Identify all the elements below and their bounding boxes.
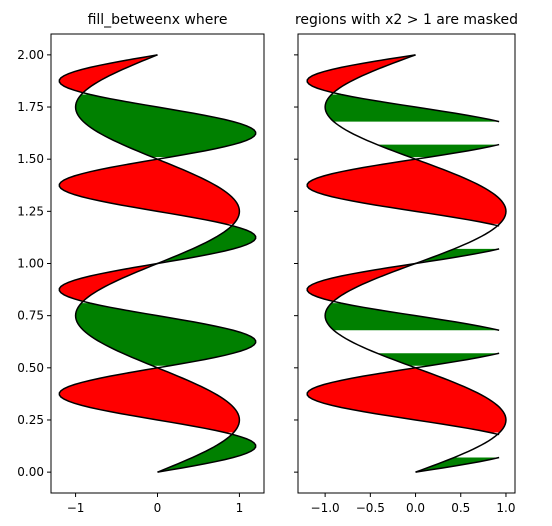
- green-fill-region-1: [377, 353, 500, 366]
- x-tick-label: 0.0: [406, 501, 425, 515]
- y-ticks: 0.00 0.25 0.50 0.75 1.00 1.25 1.50 1.75 2.00: [17, 48, 51, 479]
- green-fill-region-2: [325, 303, 500, 331]
- plot-area: [58, 54, 257, 473]
- curve-x2: [306, 54, 500, 473]
- y-tick-label: 0.25: [17, 413, 44, 427]
- y-tick-label: 1.00: [17, 257, 44, 271]
- green-fill-region-5: [325, 94, 500, 122]
- x-tick-label: −1.0: [311, 501, 340, 515]
- curve-x2: [58, 54, 257, 473]
- subplot-fill-betweenx-where: −1 0 1 0.00 0.25 0.50 0.75 1.00 1.25 1.50 1.75 2.0…: [17, 12, 265, 515]
- y-tick-label: 0.00: [17, 465, 44, 479]
- plot-area: [306, 54, 507, 473]
- green-fill-region-3: [421, 248, 500, 262]
- y-tick-label: 1.50: [17, 152, 44, 166]
- subplot-masked-regions: −1.0 −0.5 0.0 0.5 1.0 regions with x2 > 1 ar…: [294, 12, 518, 515]
- y-tick-label: 2.00: [17, 48, 44, 62]
- x-ticks: −1.0 −0.5 0.0 0.5 1.0: [311, 493, 516, 515]
- green-fill-region-1: [75, 303, 256, 366]
- green-fill-region-4: [377, 144, 500, 158]
- x-tick-label: 0: [154, 501, 162, 515]
- x-tick-label: −1: [67, 501, 85, 515]
- subplot-title: fill_betweenx where: [88, 12, 228, 28]
- y-tick-label: 0.50: [17, 361, 44, 375]
- x-tick-label: −0.5: [356, 501, 385, 515]
- y-tick-label: 1.25: [17, 204, 44, 218]
- y-tick-label: 0.75: [17, 309, 44, 323]
- y-tick-label: 1.75: [17, 100, 44, 114]
- x-tick-label: 1.0: [496, 501, 515, 515]
- x-ticks: −1 0 1: [67, 493, 244, 515]
- green-fill-region-3: [75, 94, 256, 158]
- x-tick-label: 1: [236, 501, 244, 515]
- subplot-title: regions with x2 > 1 are masked: [295, 12, 518, 28]
- x-tick-label: 0.5: [451, 501, 470, 515]
- y-ticks: [294, 54, 298, 473]
